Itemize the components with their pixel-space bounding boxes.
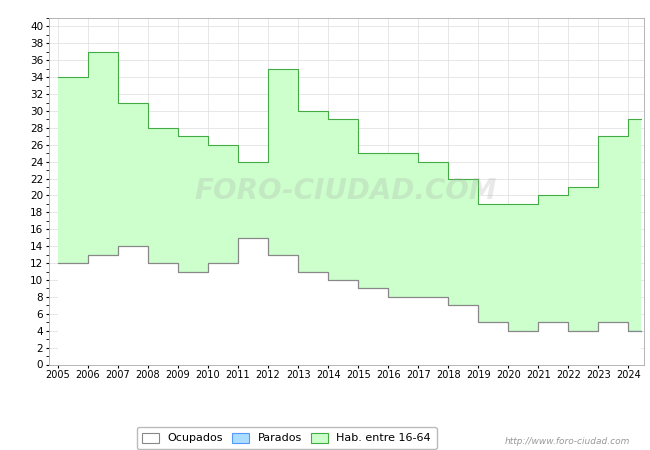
Text: Forès - Evolucion de la poblacion en edad de Trabajar Mayo de 2024: Forès - Evolucion de la poblacion en eda…	[98, 12, 552, 25]
Text: FORO-CIUDAD.COM: FORO-CIUDAD.COM	[195, 177, 497, 205]
Legend: Ocupados, Parados, Hab. entre 16-64: Ocupados, Parados, Hab. entre 16-64	[136, 427, 437, 449]
Text: http://www.foro-ciudad.com: http://www.foro-ciudad.com	[505, 436, 630, 446]
